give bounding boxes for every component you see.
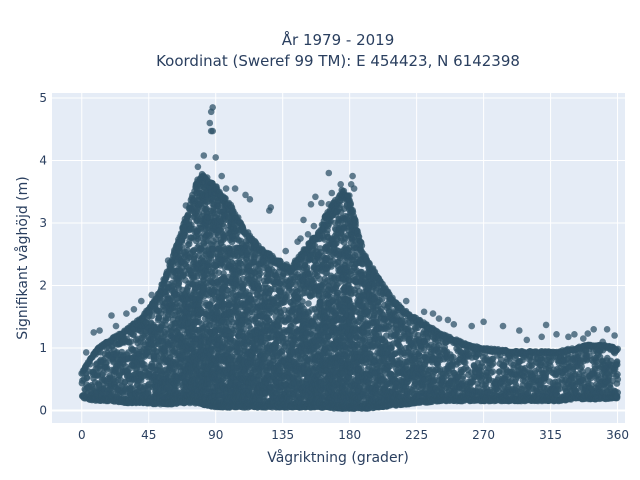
- data-point: [257, 270, 264, 277]
- data-point: [299, 298, 306, 305]
- data-point: [86, 361, 94, 368]
- data-point: [83, 374, 91, 381]
- data-point: [103, 359, 110, 366]
- data-point: [130, 331, 137, 338]
- data-points: [78, 104, 622, 412]
- data-point: [305, 300, 312, 307]
- data-point: [127, 338, 135, 346]
